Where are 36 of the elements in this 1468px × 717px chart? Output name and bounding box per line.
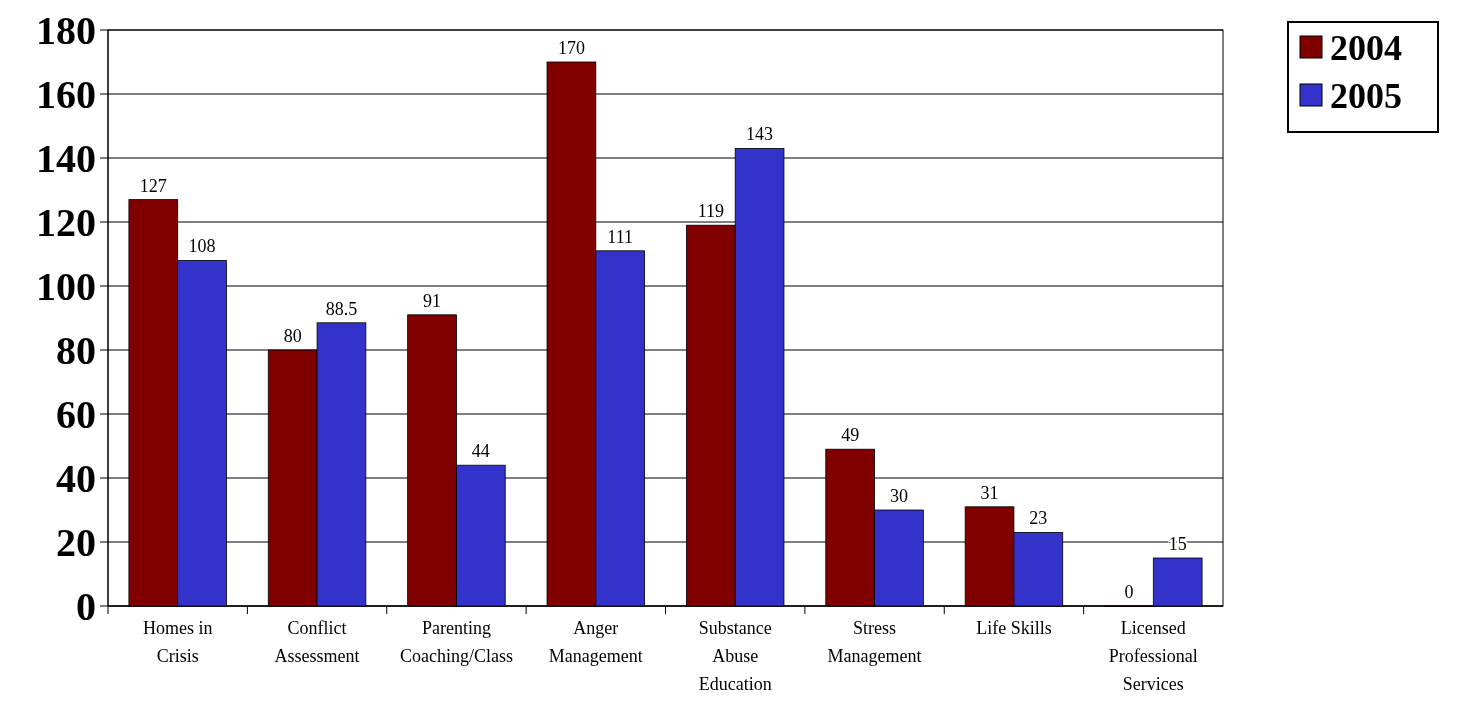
data-label: 15 [1168, 534, 1187, 554]
x-tick-label: Homes in Crisis [142, 618, 213, 666]
x-tick-label: Substance Abuse Education [698, 618, 772, 694]
data-label: 170 [557, 38, 585, 58]
data-label: 119 [697, 201, 724, 222]
data-label: 143 [746, 124, 774, 145]
data-label: 127 [139, 175, 167, 196]
y-tick-label: 20 [56, 520, 96, 565]
data-label: 91 [423, 290, 442, 311]
y-tick-label: 120 [36, 200, 96, 245]
data-label: 88.5 [325, 298, 358, 319]
legend-label: 2005 [1330, 75, 1402, 116]
y-tick-label: 100 [36, 264, 96, 309]
data-label: 49 [841, 425, 860, 446]
y-tick-label: 0 [76, 584, 96, 629]
x-tick-label: Conflict Assessment [274, 618, 360, 666]
data-label: 108 [188, 236, 216, 257]
data-label: 30 [889, 486, 908, 506]
data-label: 111 [607, 226, 634, 247]
y-tick-label: 40 [56, 456, 96, 501]
data-label: 44 [471, 441, 490, 462]
data-label: 23 [1029, 508, 1048, 529]
y-tick-label: 60 [56, 392, 96, 437]
y-tick-label: 140 [36, 136, 96, 181]
data-label: 80 [283, 326, 302, 346]
y-tick-label: 160 [36, 72, 96, 117]
legend-label: 2004 [1330, 27, 1402, 68]
data-label: 31 [980, 482, 999, 503]
x-tick-label: Licensed Professional Services [1108, 618, 1198, 694]
x-tick-label: Anger Management [548, 618, 643, 666]
x-tick-label: Stress Management [827, 618, 922, 666]
y-tick-label: 80 [56, 328, 96, 373]
x-tick-label: Parenting Coaching/Class [399, 618, 513, 666]
data-label: 0 [1124, 582, 1134, 602]
x-tick-label: Life Skills [976, 618, 1052, 638]
y-tick-label: 180 [36, 8, 96, 53]
